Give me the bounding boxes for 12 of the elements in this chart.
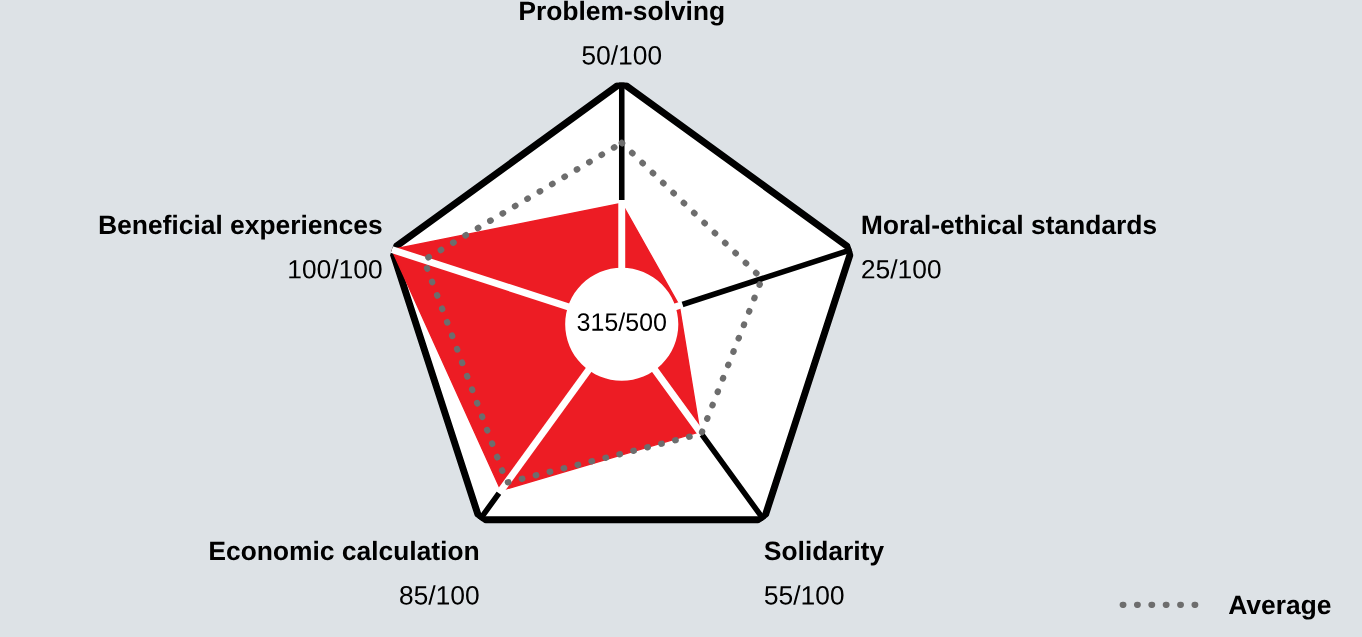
text: 50/100 — [582, 45, 662, 65]
text: 100/100 — [289, 259, 382, 279]
spoke-label: Moral-ethical standards — [862, 214, 1157, 235]
text: 85/100 — [400, 585, 479, 605]
text: 55/100 — [764, 585, 844, 605]
legend-label: Average — [1228, 595, 1331, 620]
text: 25/100 — [862, 259, 941, 279]
spoke-label: Economic calculation — [210, 540, 479, 561]
text: 315/500 — [577, 312, 666, 331]
spoke-label: Beneficial experiences — [99, 214, 382, 240]
spoke-label: Problem-solving — [520, 0, 724, 26]
spoke-label: Solidarity — [764, 540, 884, 566]
